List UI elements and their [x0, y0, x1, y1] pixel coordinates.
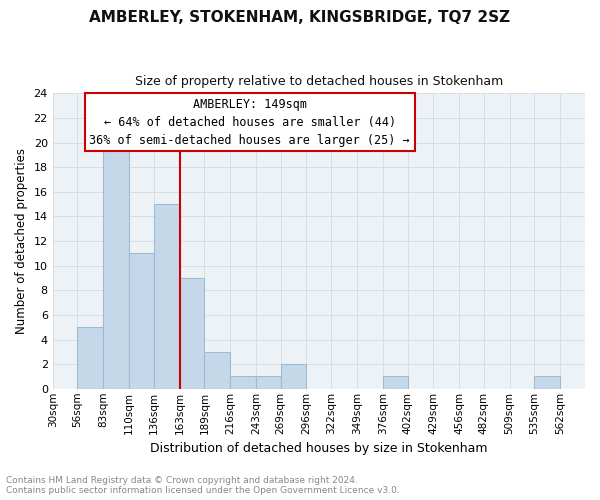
- Bar: [535, 376, 560, 389]
- Text: Contains HM Land Registry data © Crown copyright and database right 2024.
Contai: Contains HM Land Registry data © Crown c…: [6, 476, 400, 495]
- Bar: [230, 376, 256, 389]
- Bar: [77, 327, 103, 389]
- X-axis label: Distribution of detached houses by size in Stokenham: Distribution of detached houses by size …: [150, 442, 488, 455]
- Bar: [129, 254, 154, 389]
- Y-axis label: Number of detached properties: Number of detached properties: [15, 148, 28, 334]
- Bar: [383, 376, 407, 389]
- Title: Size of property relative to detached houses in Stokenham: Size of property relative to detached ho…: [135, 75, 503, 88]
- Bar: [281, 364, 307, 389]
- Bar: [154, 204, 179, 389]
- Bar: [256, 376, 281, 389]
- Bar: [179, 278, 205, 389]
- Bar: [205, 352, 230, 389]
- Text: AMBERLEY, STOKENHAM, KINGSBRIDGE, TQ7 2SZ: AMBERLEY, STOKENHAM, KINGSBRIDGE, TQ7 2S…: [89, 10, 511, 25]
- Bar: [103, 142, 129, 389]
- Text: AMBERLEY: 149sqm
← 64% of detached houses are smaller (44)
36% of semi-detached : AMBERLEY: 149sqm ← 64% of detached house…: [89, 98, 410, 147]
